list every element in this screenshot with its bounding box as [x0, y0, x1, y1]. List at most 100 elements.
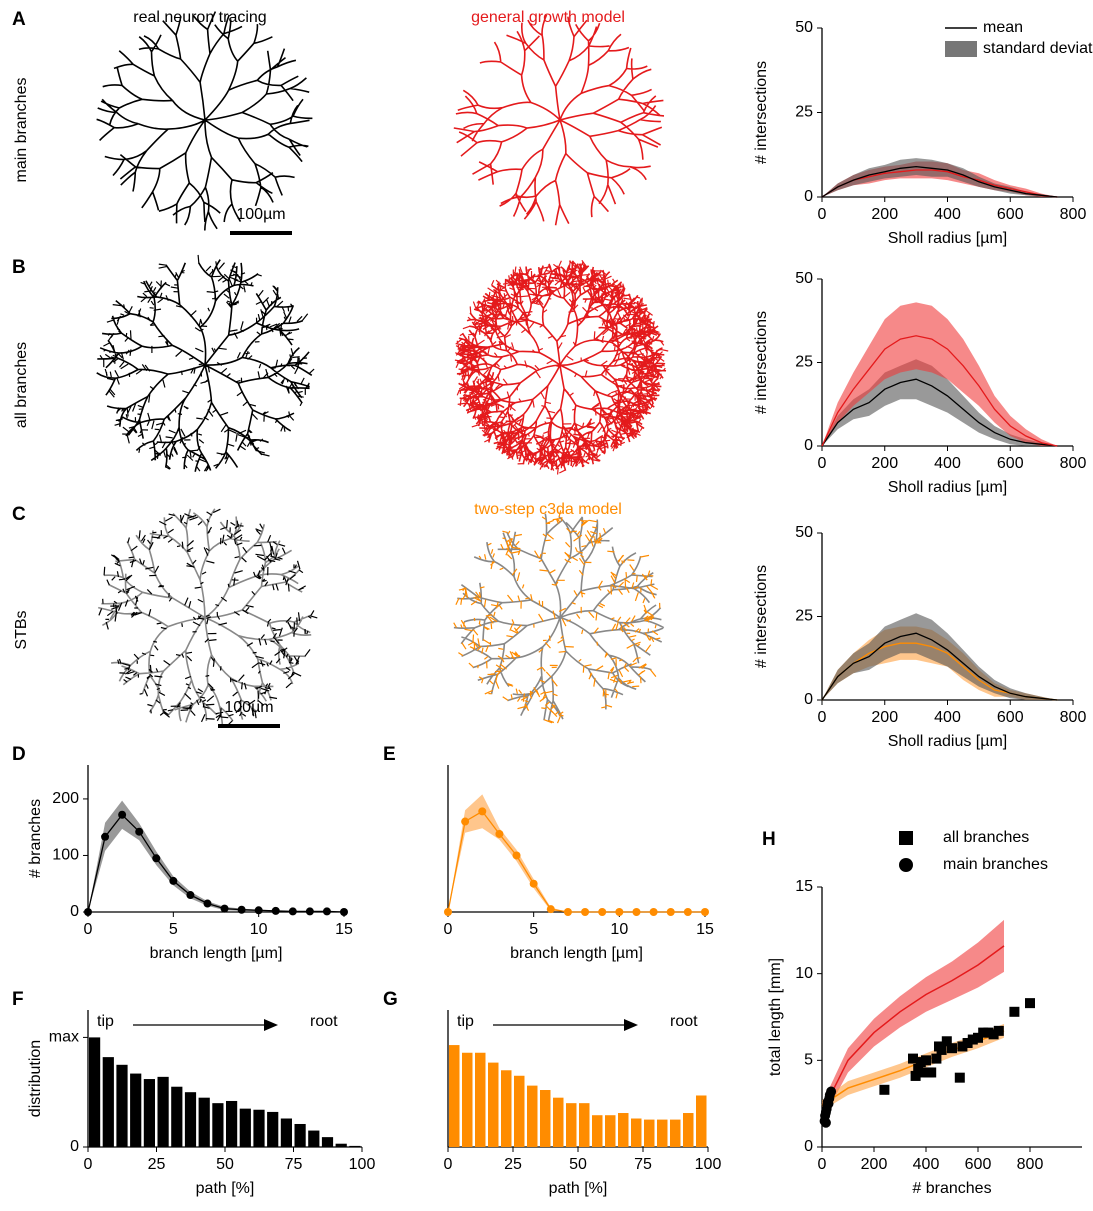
x-tick-label: 0	[818, 206, 827, 223]
data-point	[135, 827, 144, 836]
y-tick-label: 25	[795, 104, 813, 121]
arrow-head	[264, 1019, 278, 1031]
row-label: all branches	[13, 342, 30, 428]
x-axis-label: Sholl radius [µm]	[888, 230, 1007, 247]
annotation: tip	[97, 1013, 114, 1030]
y-tick-label: 5	[804, 1052, 813, 1069]
mean-line	[821, 335, 1058, 447]
y-tick-label: 0	[804, 691, 813, 708]
bar	[89, 1037, 101, 1147]
x-tick-label: 0	[444, 921, 453, 938]
bar	[501, 1070, 512, 1147]
data-point	[444, 908, 452, 916]
bar	[349, 1145, 361, 1147]
y-tick-label: 50	[795, 524, 813, 541]
dendrite-twig	[99, 254, 315, 472]
x-tick-label: 0	[818, 709, 827, 726]
y-tick-label: 10	[795, 965, 813, 982]
data-point	[461, 817, 470, 826]
data-point	[598, 908, 607, 916]
y-tick-label: 25	[795, 608, 813, 625]
scale-bar-label: 100µm	[236, 206, 285, 223]
data-point	[921, 1055, 931, 1066]
annotation: root	[310, 1013, 338, 1030]
bar	[116, 1064, 128, 1147]
data-point	[931, 1053, 942, 1064]
data-point	[581, 908, 590, 916]
data-point	[908, 1053, 918, 1064]
bar	[475, 1052, 486, 1147]
x-tick-label: 200	[861, 1156, 888, 1173]
legend-marker	[899, 831, 913, 845]
annotation: tip	[457, 1013, 474, 1030]
data-point	[649, 908, 658, 916]
legend-label: all branches	[943, 829, 1029, 846]
bar	[449, 1045, 460, 1147]
std-band	[822, 919, 1004, 1121]
data-point	[936, 1044, 947, 1055]
data-point	[820, 1117, 831, 1128]
panel-letter: F	[12, 989, 24, 1010]
x-tick-label: 600	[997, 455, 1024, 472]
y-tick-label: 50	[795, 19, 813, 36]
x-axis-label: branch length [µm]	[510, 945, 643, 962]
x-axis-label: path [%]	[196, 1180, 255, 1197]
x-tick-label: 100	[349, 1156, 376, 1173]
data-point	[941, 1036, 952, 1047]
data-point	[947, 1043, 957, 1054]
x-tick-label: 5	[529, 921, 538, 938]
data-point	[915, 1057, 926, 1068]
bar	[335, 1143, 347, 1147]
legend-swatch	[945, 41, 977, 57]
bar	[198, 1097, 210, 1147]
data-point	[118, 810, 127, 819]
data-point	[993, 1025, 1004, 1036]
bar	[605, 1115, 616, 1147]
x-axis-label: Sholl radius [µm]	[888, 733, 1007, 750]
data-point	[962, 1038, 973, 1048]
bar	[657, 1119, 668, 1147]
y-axis-label: distribution	[27, 1040, 44, 1117]
annotation: root	[670, 1013, 698, 1030]
bar	[618, 1113, 629, 1147]
panel-letter: H	[762, 829, 776, 850]
panel-letter: G	[383, 989, 398, 1010]
bar	[184, 1092, 197, 1147]
data-point	[879, 1084, 890, 1095]
bar	[321, 1137, 334, 1147]
x-tick-label: 0	[818, 1156, 827, 1173]
bar	[308, 1130, 320, 1147]
x-tick-label: 0	[818, 455, 827, 472]
data-point	[983, 1027, 994, 1038]
x-tick-label: 400	[934, 709, 961, 726]
x-axis-label: # branches	[912, 1180, 991, 1197]
legend-marker	[899, 858, 913, 872]
data-point	[546, 905, 555, 914]
bar	[644, 1119, 655, 1147]
data-point	[826, 1086, 837, 1097]
x-tick-label: 200	[871, 206, 898, 223]
data-point	[913, 1064, 924, 1074]
data-point	[237, 905, 246, 914]
dendrite-trunk	[453, 513, 665, 722]
data-point	[926, 1067, 937, 1078]
bar	[462, 1052, 473, 1147]
data-point	[203, 899, 212, 908]
bar	[488, 1062, 499, 1147]
y-tick-label: 100	[52, 847, 79, 864]
dendrite-twig	[453, 510, 661, 724]
mean-line	[87, 813, 345, 913]
mean-line	[447, 810, 705, 913]
x-tick-label: 0	[84, 1156, 93, 1173]
bar	[553, 1097, 564, 1147]
bar	[540, 1090, 551, 1147]
x-tick-label: 15	[696, 921, 714, 938]
std-band	[822, 302, 1058, 446]
y-tick-label: 0	[804, 1138, 813, 1155]
legend-label: main branches	[943, 856, 1048, 873]
x-axis-label: path [%]	[549, 1180, 608, 1197]
x-tick-label: 50	[569, 1156, 587, 1173]
data-point	[954, 1072, 965, 1083]
data-point	[512, 851, 521, 860]
